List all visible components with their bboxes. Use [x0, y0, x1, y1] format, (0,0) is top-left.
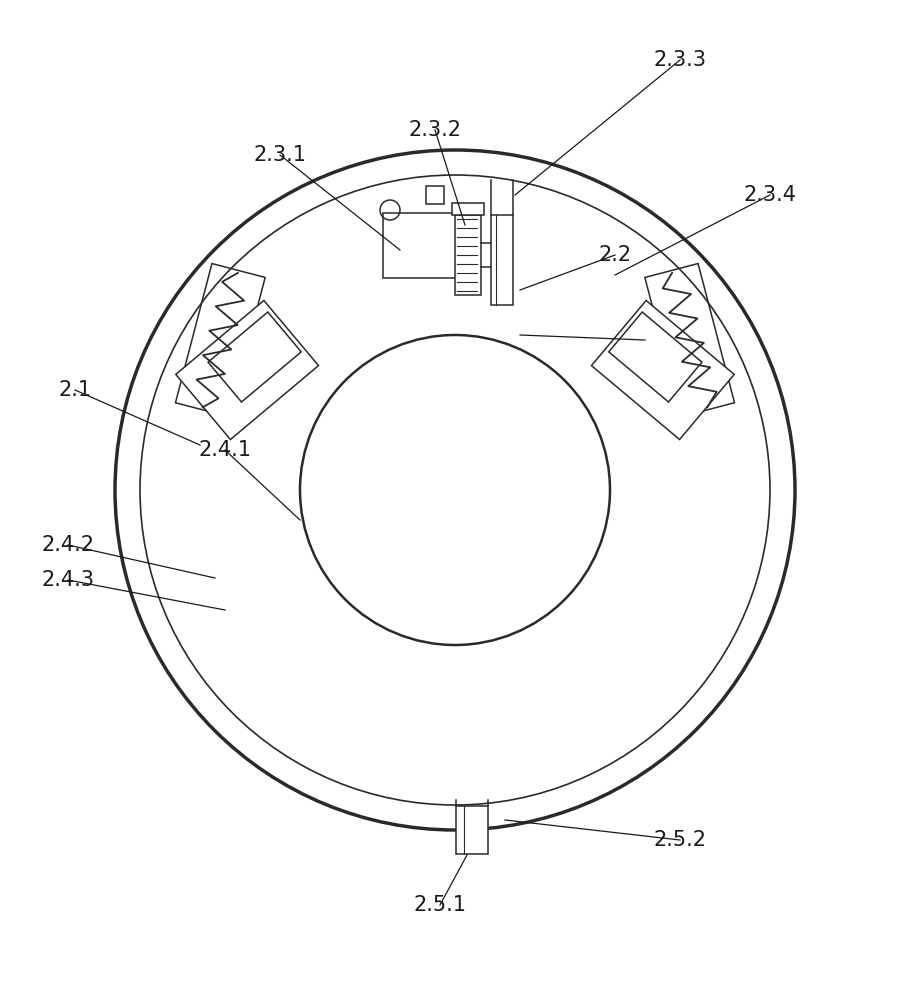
Polygon shape [426, 186, 444, 204]
Polygon shape [609, 312, 702, 402]
Text: 2.3.5: 2.3.5 [619, 330, 672, 350]
Text: 2.5.1: 2.5.1 [413, 895, 467, 915]
Polygon shape [176, 300, 318, 440]
Text: 2.3.4: 2.3.4 [743, 185, 796, 205]
Text: 2.1: 2.1 [58, 380, 92, 400]
Polygon shape [455, 215, 481, 295]
Polygon shape [382, 213, 458, 277]
Text: 2.5.2: 2.5.2 [653, 830, 706, 850]
Polygon shape [592, 300, 734, 440]
Polygon shape [456, 806, 488, 854]
Text: 2.3.2: 2.3.2 [409, 120, 461, 140]
Text: 2.3.3: 2.3.3 [653, 50, 706, 70]
Text: 2.2: 2.2 [599, 245, 632, 265]
Text: 2.4.3: 2.4.3 [42, 570, 95, 590]
Text: 2.4.2: 2.4.2 [42, 535, 95, 555]
Polygon shape [208, 312, 301, 402]
Text: 2.4.1: 2.4.1 [198, 440, 251, 460]
Bar [452, 203, 484, 215]
Text: 2.3.1: 2.3.1 [254, 145, 307, 165]
Polygon shape [491, 215, 513, 305]
